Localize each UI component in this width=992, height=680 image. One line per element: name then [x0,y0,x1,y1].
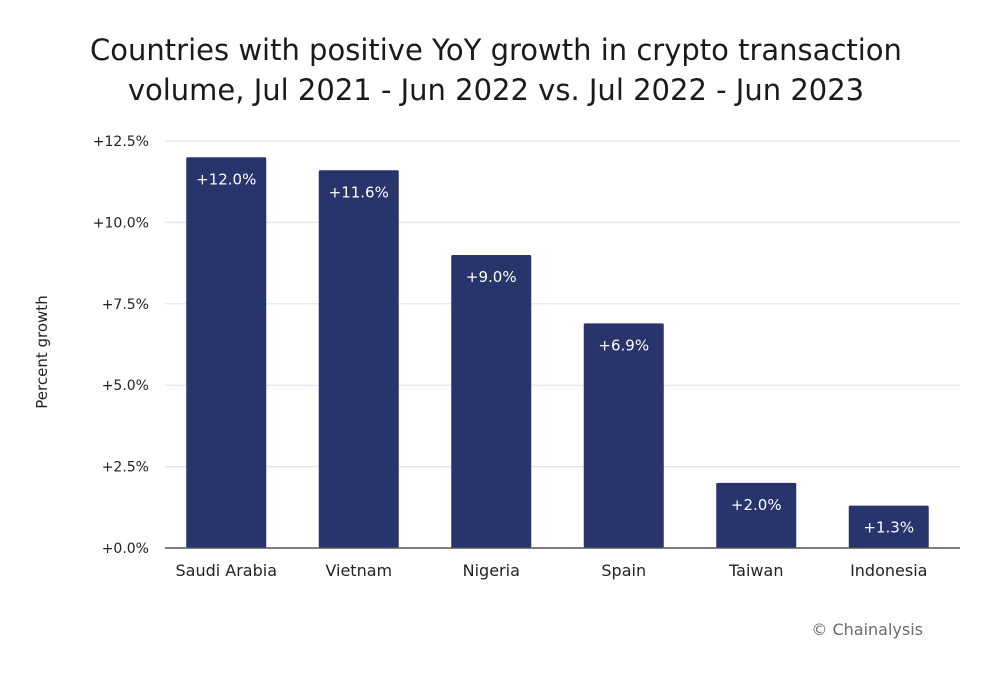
x-tick-label: Nigeria [463,561,520,580]
bar [318,170,399,548]
y-tick-label: +7.5% [102,297,149,313]
x-tick-label: Saudi Arabia [175,561,277,580]
bar-value-label: +9.0% [466,268,517,286]
source-credit: © Chainalysis [811,620,923,639]
bar-value-label: +2.0% [731,496,782,514]
bar [583,323,664,548]
x-tick-label: Taiwan [728,561,783,580]
bar-value-label: +6.9% [598,336,649,354]
chart-title-line-1: Countries with positive YoY growth in cr… [90,33,902,67]
y-tick-label: +2.5% [102,460,149,476]
y-tick-label: +5.0% [102,378,149,394]
chart-title: Countries with positive YoY growth in cr… [0,30,992,110]
y-tick-label: +0.0% [102,541,149,557]
y-tick-label: +10.0% [93,215,149,231]
bar [716,482,797,548]
bar [451,254,532,548]
bar-value-label: +11.6% [329,183,389,201]
chart-title-line-2: volume, Jul 2021 - Jun 2022 vs. Jul 2022… [127,73,865,107]
x-tick-label: Vietnam [325,561,392,580]
y-tick-label: +12.5% [93,134,149,150]
x-tick-label: Spain [601,561,646,580]
x-tick-label: Indonesia [850,561,927,580]
bar-value-label: +12.0% [196,170,256,188]
bar [186,157,267,548]
bar-value-label: +1.3% [863,519,914,537]
bar [848,505,929,548]
